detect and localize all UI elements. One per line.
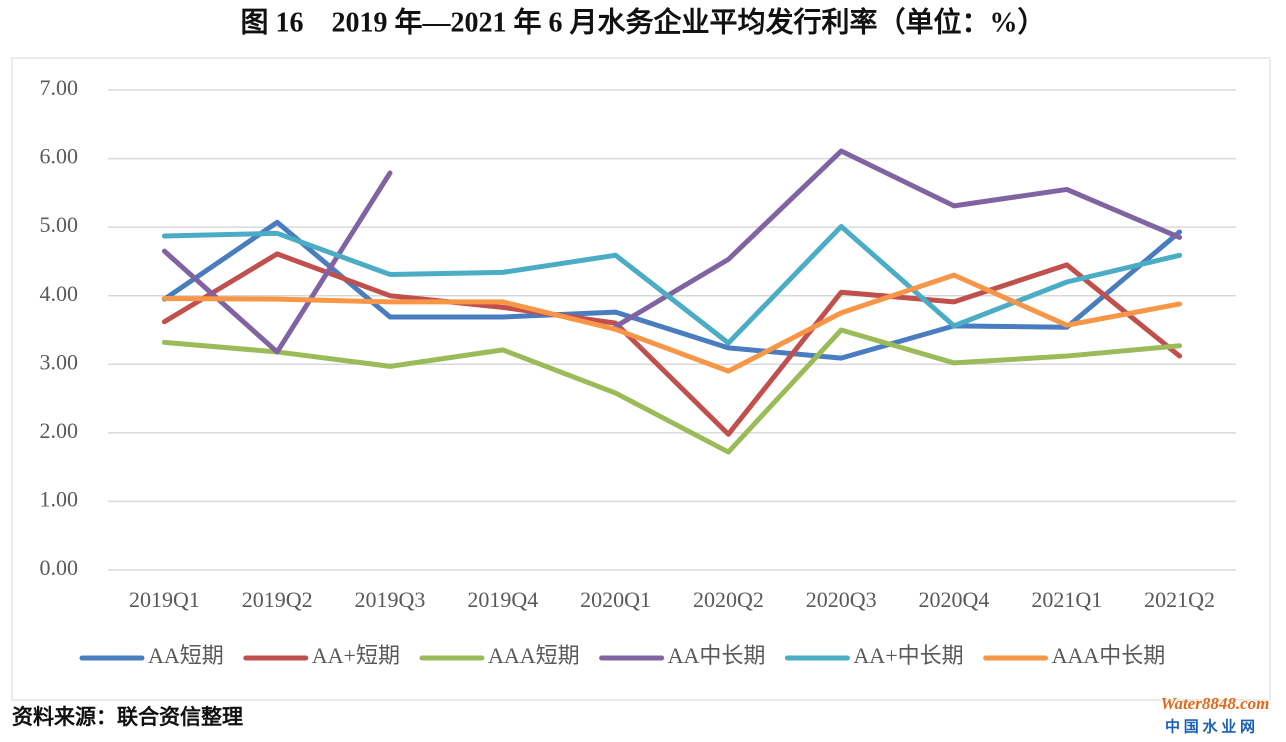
y-tick-label: 3.00 [40,349,79,374]
legend-label: AAA中长期 [1052,643,1166,668]
legend-label: AA中长期 [668,643,766,668]
watermark-subtitle: 中 国 水 业 网 [1165,717,1255,735]
x-tick-label: 2019Q1 [129,587,200,612]
x-tick-label: 2020Q3 [806,587,877,612]
watermark: Water8848.com [1161,694,1270,713]
series-line [161,272,1183,374]
y-tick-label: 2.00 [40,418,79,443]
x-tick-label: 2019Q2 [242,587,313,612]
chart-frame [11,57,1271,701]
x-tick-label: 2020Q2 [693,587,764,612]
y-tick-label: 6.00 [40,144,79,169]
y-tick-label: 5.00 [40,212,79,237]
x-tick-label: 2021Q1 [1031,587,1102,612]
series-line [161,251,1183,437]
legend-label: AA短期 [148,643,224,668]
legend-label: AA+短期 [312,643,400,668]
x-tick-label: 2021Q2 [1144,587,1215,612]
legend-label: AA+中长期 [853,643,963,668]
series-line [161,327,1183,455]
y-tick-label: 4.00 [40,281,79,306]
series-line [161,219,1183,361]
source-note: 资料来源：联合资信整理 [12,705,243,729]
x-tick-label: 2020Q4 [919,587,990,612]
chart-title: 图 16 2019 年—2021 年 6 月水务企业平均发行利率（单位：%） [240,5,1045,38]
series-line [161,148,1183,355]
y-tick-label: 0.00 [40,555,79,580]
x-tick-label: 2020Q1 [580,587,651,612]
y-tick-label: 1.00 [40,486,79,511]
x-tick-label: 2019Q3 [355,587,426,612]
x-tick-label: 2019Q4 [467,587,538,612]
legend-label: AAA短期 [488,643,580,668]
series-line [161,223,1183,346]
y-tick-label: 7.00 [40,75,79,100]
